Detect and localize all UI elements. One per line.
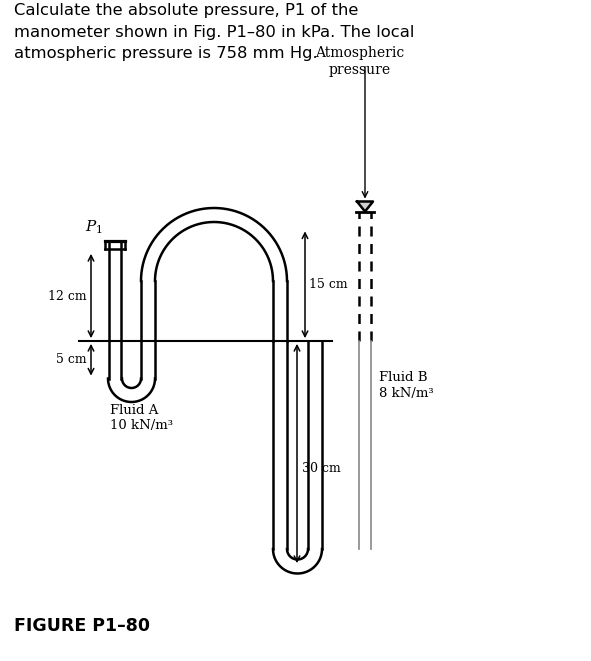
Text: $P_1$: $P_1$: [85, 219, 103, 236]
Text: Atmospheric
pressure: Atmospheric pressure: [316, 46, 405, 77]
Text: 5 cm: 5 cm: [56, 353, 87, 366]
Text: 30 cm: 30 cm: [302, 462, 341, 475]
Polygon shape: [357, 202, 373, 212]
Text: 15 cm: 15 cm: [309, 278, 348, 292]
Text: 12 cm: 12 cm: [48, 290, 87, 303]
Text: Fluid A
10 kN/m³: Fluid A 10 kN/m³: [110, 403, 173, 432]
Text: Fluid B
8 kN/m³: Fluid B 8 kN/m³: [379, 371, 434, 400]
Text: FIGURE P1–80: FIGURE P1–80: [14, 617, 150, 635]
Text: Calculate the absolute pressure, P1 of the
manometer shown in Fig. P1–80 in kPa.: Calculate the absolute pressure, P1 of t…: [14, 3, 414, 61]
